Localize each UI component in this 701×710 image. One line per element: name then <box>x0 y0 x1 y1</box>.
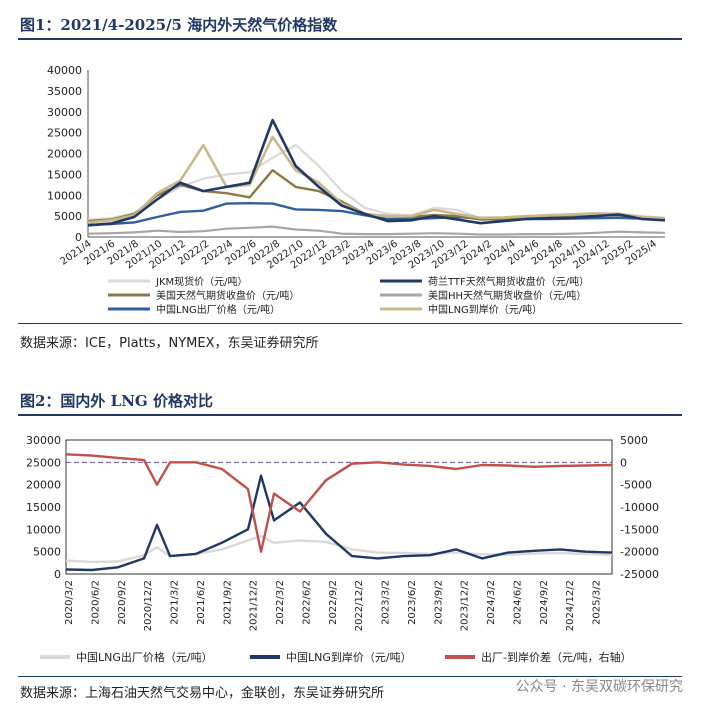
legend-label: JKM现货价（元/吨） <box>155 275 248 288</box>
y-right-tick-label: -10000 <box>620 501 659 514</box>
x-tick-label: 2024/9/2 <box>539 580 550 625</box>
y-right-tick-label: -5000 <box>620 479 652 492</box>
legend-label: 美国天然气期货收盘价（元/吨） <box>156 289 299 302</box>
y-tick-label: 30000 <box>47 106 82 119</box>
y-tick-label: 40000 <box>47 64 82 77</box>
y-right-tick-label: -20000 <box>620 546 659 559</box>
y-tick-label: 25000 <box>47 127 82 140</box>
x-tick-label: 2022/12/2 <box>354 580 365 631</box>
x-tick-label: 2020/12/2 <box>143 580 154 631</box>
legend-label: 出厂-到岸价差（元/吨，右轴） <box>481 650 632 664</box>
series-line-cn_export2 <box>65 534 613 564</box>
figure1-title: 图1：2021/4-2025/5 海内外天然气价格指数 <box>20 16 338 34</box>
x-tick-label: 2023/3/2 <box>381 580 392 625</box>
y-tick-label: 5000 <box>54 210 82 223</box>
x-tick-label: 2021/6/2 <box>196 580 207 625</box>
x-tick-label: 2024/12/2 <box>565 580 576 631</box>
y-right-tick-label: 0 <box>620 456 627 469</box>
x-tick-label: 2023/12/2 <box>460 580 471 631</box>
legend-label: 荷兰TTF天然气期货收盘价（元/吨） <box>428 275 589 288</box>
x-tick-label: 2023/6/2 <box>407 580 418 625</box>
series-line-ttf <box>87 118 666 227</box>
series-line-hh <box>87 225 666 236</box>
x-tick-label: 2021/3/2 <box>170 580 181 625</box>
y-left-tick-label: 0 <box>54 568 61 581</box>
x-tick-label: 2021/9/2 <box>222 580 233 625</box>
legend-label: 中国LNG出厂价格（元/吨） <box>156 303 280 316</box>
x-tick-label: 2021/12/2 <box>249 580 260 631</box>
figure2-source: 数据来源：上海石油天然气交易中心，金联创，东吴证券研究所 <box>20 686 385 701</box>
x-tick-label: 2024/6/2 <box>512 580 523 625</box>
figure1-top-rule <box>18 38 682 40</box>
figure2-top-rule <box>18 414 682 416</box>
y-tick-label: 20000 <box>47 148 82 161</box>
x-tick-label: 2020/3/2 <box>64 580 75 625</box>
series-line-cn_delivered2 <box>65 474 613 572</box>
x-tick-label: 2024/3/2 <box>486 580 497 625</box>
x-tick-label: 2020/9/2 <box>117 580 128 625</box>
x-tick-label: 2025/3/2 <box>592 580 603 625</box>
chart1: 0 5000 10000 15000 20000 25000 30000 35000 40000… <box>47 64 666 316</box>
chart2: 0 5000 10000 15000 20000 25000 30000 5000 0 -5000… <box>26 434 659 664</box>
y-left-tick-label: 30000 <box>26 434 61 447</box>
y-tick-label: 10000 <box>47 189 82 202</box>
watermark: 公众号 · 东吴双碳环保研究 <box>515 679 683 695</box>
y-left-tick-label: 15000 <box>26 501 61 514</box>
plot-frame <box>65 439 613 575</box>
legend-label: 中国LNG出厂价格（元/吨） <box>76 650 213 664</box>
x-tick-label: 2022/3/2 <box>275 580 286 625</box>
figure1-bottom-rule <box>18 323 682 324</box>
y-left-tick-label: 10000 <box>26 523 61 536</box>
figure2-title: 图2：国内外 LNG 价格对比 <box>20 392 213 410</box>
x-tick-label: 2022/6/2 <box>301 580 312 625</box>
figure1-source: 数据来源：ICE，Platts，NYMEX，东吴证券研究所 <box>20 336 319 351</box>
y-tick-label: 35000 <box>47 85 82 98</box>
x-tick-label: 2022/9/2 <box>328 580 339 625</box>
legend-label: 中国LNG到岸价（元/吨） <box>428 303 542 316</box>
legend-label: 美国HH天然气期货收盘价（元/吨） <box>428 289 586 302</box>
series-line-spread <box>65 453 613 553</box>
legend-label: 中国LNG到岸价（元/吨） <box>286 651 412 664</box>
y-left-tick-label: 20000 <box>26 479 61 492</box>
figure2-bottom-rule <box>18 676 682 677</box>
y-right-tick-label: -15000 <box>620 523 659 536</box>
y-tick-label: 15000 <box>47 168 82 181</box>
y-right-tick-label: -25000 <box>620 568 659 581</box>
y-left-tick-label: 5000 <box>33 546 61 559</box>
y-right-tick-label: 5000 <box>620 434 648 447</box>
series-line-china_delivered <box>87 135 666 224</box>
x-tick-label: 2020/6/2 <box>90 580 101 625</box>
y-tick-label: 0 <box>75 231 82 244</box>
y-left-tick-label: 25000 <box>26 456 61 469</box>
x-tick-label: 2023/9/2 <box>433 580 444 625</box>
